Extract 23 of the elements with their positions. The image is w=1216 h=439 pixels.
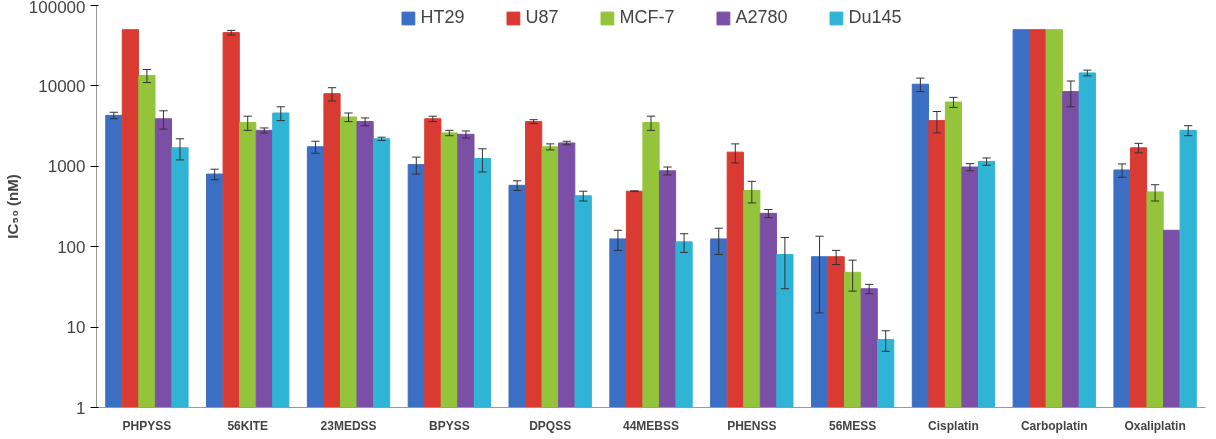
x-tick-label: DPQSS bbox=[529, 418, 572, 433]
x-tick-label: 56MESS bbox=[828, 418, 877, 433]
x-tick-label: Oxaliplatin bbox=[1124, 418, 1186, 433]
y-tick-label: 10000 bbox=[38, 76, 86, 96]
legend-label: A2780 bbox=[735, 7, 788, 28]
x-tick-label: Cisplatin bbox=[928, 418, 979, 433]
legend-label: MCF-7 bbox=[619, 7, 675, 28]
x-tick-label: 44MEBSS bbox=[622, 418, 680, 433]
y-tick-label: 10 bbox=[66, 318, 86, 338]
x-tick-label: PHPYSS bbox=[122, 418, 172, 433]
y-tick-label: 100 bbox=[57, 237, 86, 257]
y-tick-label: 1 bbox=[76, 398, 86, 418]
x-tick-label: PHENSS bbox=[727, 418, 777, 433]
x-tick-label: 56KITE bbox=[227, 418, 269, 433]
x-tick-label: BPYSS bbox=[429, 418, 470, 433]
y-axis-title: IC₅₀ (nM) bbox=[3, 174, 21, 239]
legend-label: Du145 bbox=[848, 7, 902, 28]
y-tick-label: 100000 bbox=[28, 0, 86, 17]
x-tick-label: Carboplatin bbox=[1020, 418, 1088, 433]
legend-label: U87 bbox=[525, 7, 559, 28]
y-tick-label: 1000 bbox=[47, 157, 86, 177]
x-tick-label: 23MEDSS bbox=[320, 418, 377, 433]
legend-label: HT29 bbox=[420, 7, 465, 28]
